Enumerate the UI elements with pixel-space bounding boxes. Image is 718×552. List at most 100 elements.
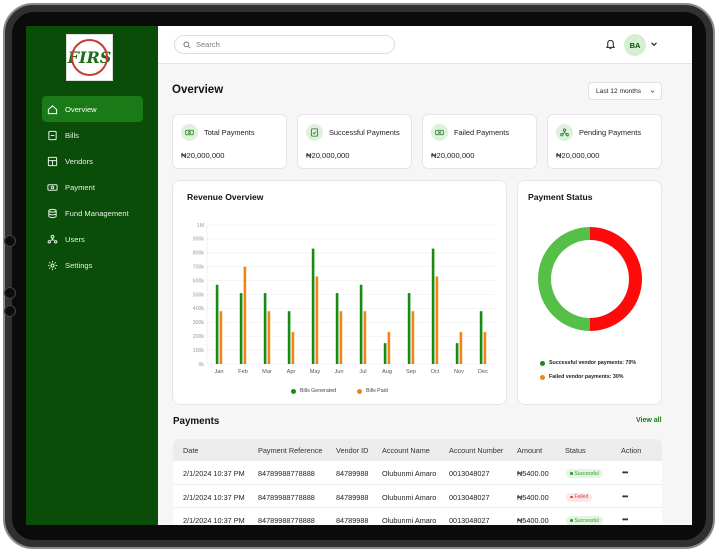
payment-status-donut <box>538 227 642 331</box>
bar-bills-paid <box>387 332 391 364</box>
bell-icon[interactable] <box>605 38 616 50</box>
stat-label: Failed Payments <box>454 128 510 137</box>
legend-item-paid: Bills Paid <box>357 388 388 394</box>
status-text: Successful <box>574 517 599 524</box>
sidebar-item-label: Payment <box>65 182 95 192</box>
bar-bills-paid <box>363 311 367 364</box>
y-tick-label: 100k <box>193 348 205 354</box>
bar-bills-generated <box>359 284 363 364</box>
x-tick-label: Nov <box>454 369 464 375</box>
stat-card-pending[interactable]: Pending Payments ₦20,000,000 <box>547 114 662 169</box>
more-actions-icon[interactable]: ••• <box>622 491 628 501</box>
sidebar-item-payment[interactable]: Payment <box>42 174 143 200</box>
money-icon <box>181 124 198 141</box>
gear-icon <box>47 260 58 271</box>
status-dot <box>570 495 573 499</box>
cell-account-name: Olubunmi Amaro <box>382 516 437 525</box>
cell-vendor-id: 84789988 <box>336 516 369 525</box>
sidebar-item-label: Fund Management <box>65 208 129 218</box>
stat-label: Total Payments <box>204 128 255 137</box>
x-tick-label: Mar <box>262 369 272 375</box>
x-tick-label: Feb <box>238 369 248 375</box>
payments-table: Date Payment Reference Vendor ID Account… <box>173 439 662 525</box>
device-button <box>4 305 16 317</box>
cell-date: 2/1/2024 10:37 PM <box>183 469 245 478</box>
stat-card-failed[interactable]: Failed Payments ₦20,000,000 <box>422 114 537 169</box>
status-badge: Failed <box>566 492 593 502</box>
sidebar-item-users[interactable]: Users <box>42 226 143 252</box>
bar-bills-generated <box>239 293 243 364</box>
bar-bills-paid <box>315 276 319 364</box>
cell-account-name: Olubunmi Amaro <box>382 469 437 478</box>
firs-logo[interactable]: FIRS <box>66 34 113 81</box>
sidebar-item-fund-management[interactable]: Fund Management <box>42 200 143 226</box>
sidebar-item-settings[interactable]: Settings <box>42 252 143 278</box>
money-icon <box>47 182 58 193</box>
more-actions-icon[interactable]: ••• <box>622 468 628 477</box>
period-select-value: Last 12 months <box>596 87 642 95</box>
page-title: Overview <box>172 84 224 96</box>
sidebar: FIRS Overview Bills Vendors Payment Fund… <box>26 26 158 525</box>
sidebar-item-label: Overview <box>65 104 97 114</box>
legend-dot <box>291 388 296 394</box>
sidebar-item-overview[interactable]: Overview <box>42 96 143 122</box>
device-button <box>4 235 16 247</box>
column-header: Vendor ID <box>336 446 369 455</box>
bar-bills-generated <box>407 293 411 364</box>
sidebar-item-vendors[interactable]: Vendors <box>42 148 143 174</box>
bar-bills-paid <box>459 332 463 364</box>
sidebar-item-label: Settings <box>65 260 93 270</box>
table-row[interactable]: 2/1/2024 10:37 PM 84789988778888 8478998… <box>173 484 662 508</box>
more-actions-icon[interactable]: ••• <box>622 515 628 524</box>
cell-date: 2/1/2024 10:37 PM <box>183 492 245 502</box>
cell-account-number: 0013048027 <box>449 469 490 478</box>
stat-value: ₦20,000,000 <box>556 151 600 160</box>
legend-item-successful: Successful vendor payments: 70% <box>540 360 636 366</box>
status-text: Failed <box>574 494 589 500</box>
x-tick-label: Jul <box>359 369 366 375</box>
bar-bills-paid <box>219 311 223 364</box>
sidebar-nav: Overview Bills Vendors Payment Fund Mana… <box>42 96 143 278</box>
status-text: Successful <box>574 470 599 477</box>
view-all-link[interactable]: View all <box>636 417 662 424</box>
x-tick-label: May <box>310 369 321 375</box>
column-header: Account Number <box>449 446 504 455</box>
bar-bills-generated <box>383 343 387 364</box>
table-row[interactable]: 2/1/2024 10:37 PM 84789988778888 8478998… <box>173 508 662 525</box>
pending-icon <box>556 124 573 141</box>
failed-money-icon <box>431 124 448 141</box>
sidebar-item-label: Vendors <box>65 156 93 166</box>
sidebar-item-label: Users <box>65 234 85 244</box>
chevron-down-icon[interactable] <box>650 40 658 48</box>
stat-card-total[interactable]: Total Payments ₦20,000,000 <box>172 114 287 169</box>
period-select[interactable]: Last 12 months <box>588 82 662 100</box>
legend-label: Bills Paid <box>366 388 388 394</box>
cell-account-name: Olubunmi Amaro <box>382 492 437 502</box>
bar-bills-paid <box>291 332 295 364</box>
bill-icon <box>47 130 58 141</box>
bar-bills-paid <box>483 332 487 364</box>
legend-dot <box>540 374 545 380</box>
bar-bills-paid <box>267 311 271 364</box>
x-tick-label: Sep <box>406 369 416 375</box>
stat-label: Pending Payments <box>579 128 642 137</box>
status-badge: Successful <box>566 516 603 525</box>
avatar[interactable]: BA <box>624 34 646 56</box>
cell-account-number: 0013048027 <box>449 516 490 525</box>
legend-dot <box>540 360 545 366</box>
y-tick-label: 700k <box>193 265 205 271</box>
status-badge: Successful <box>566 469 603 478</box>
bar-bills-generated <box>215 284 219 364</box>
stat-card-successful[interactable]: Successful Payments ₦20,000,000 <box>297 114 412 169</box>
bar-bills-generated <box>263 293 267 364</box>
x-tick-label: Aug <box>382 369 392 375</box>
card-title: Payment Status <box>528 192 593 202</box>
legend-item-failed: Failed vendor payments: 30% <box>540 374 623 380</box>
search-input[interactable]: Search <box>174 35 395 54</box>
x-tick-label: Jan <box>214 369 223 375</box>
table-row[interactable]: 2/1/2024 10:37 PM 84789988778888 8478998… <box>173 461 662 485</box>
sidebar-item-bills[interactable]: Bills <box>42 122 143 148</box>
cell-date: 2/1/2024 10:37 PM <box>183 516 245 525</box>
stat-value: ₦20,000,000 <box>306 151 350 160</box>
y-tick-label: 400k <box>193 306 205 312</box>
